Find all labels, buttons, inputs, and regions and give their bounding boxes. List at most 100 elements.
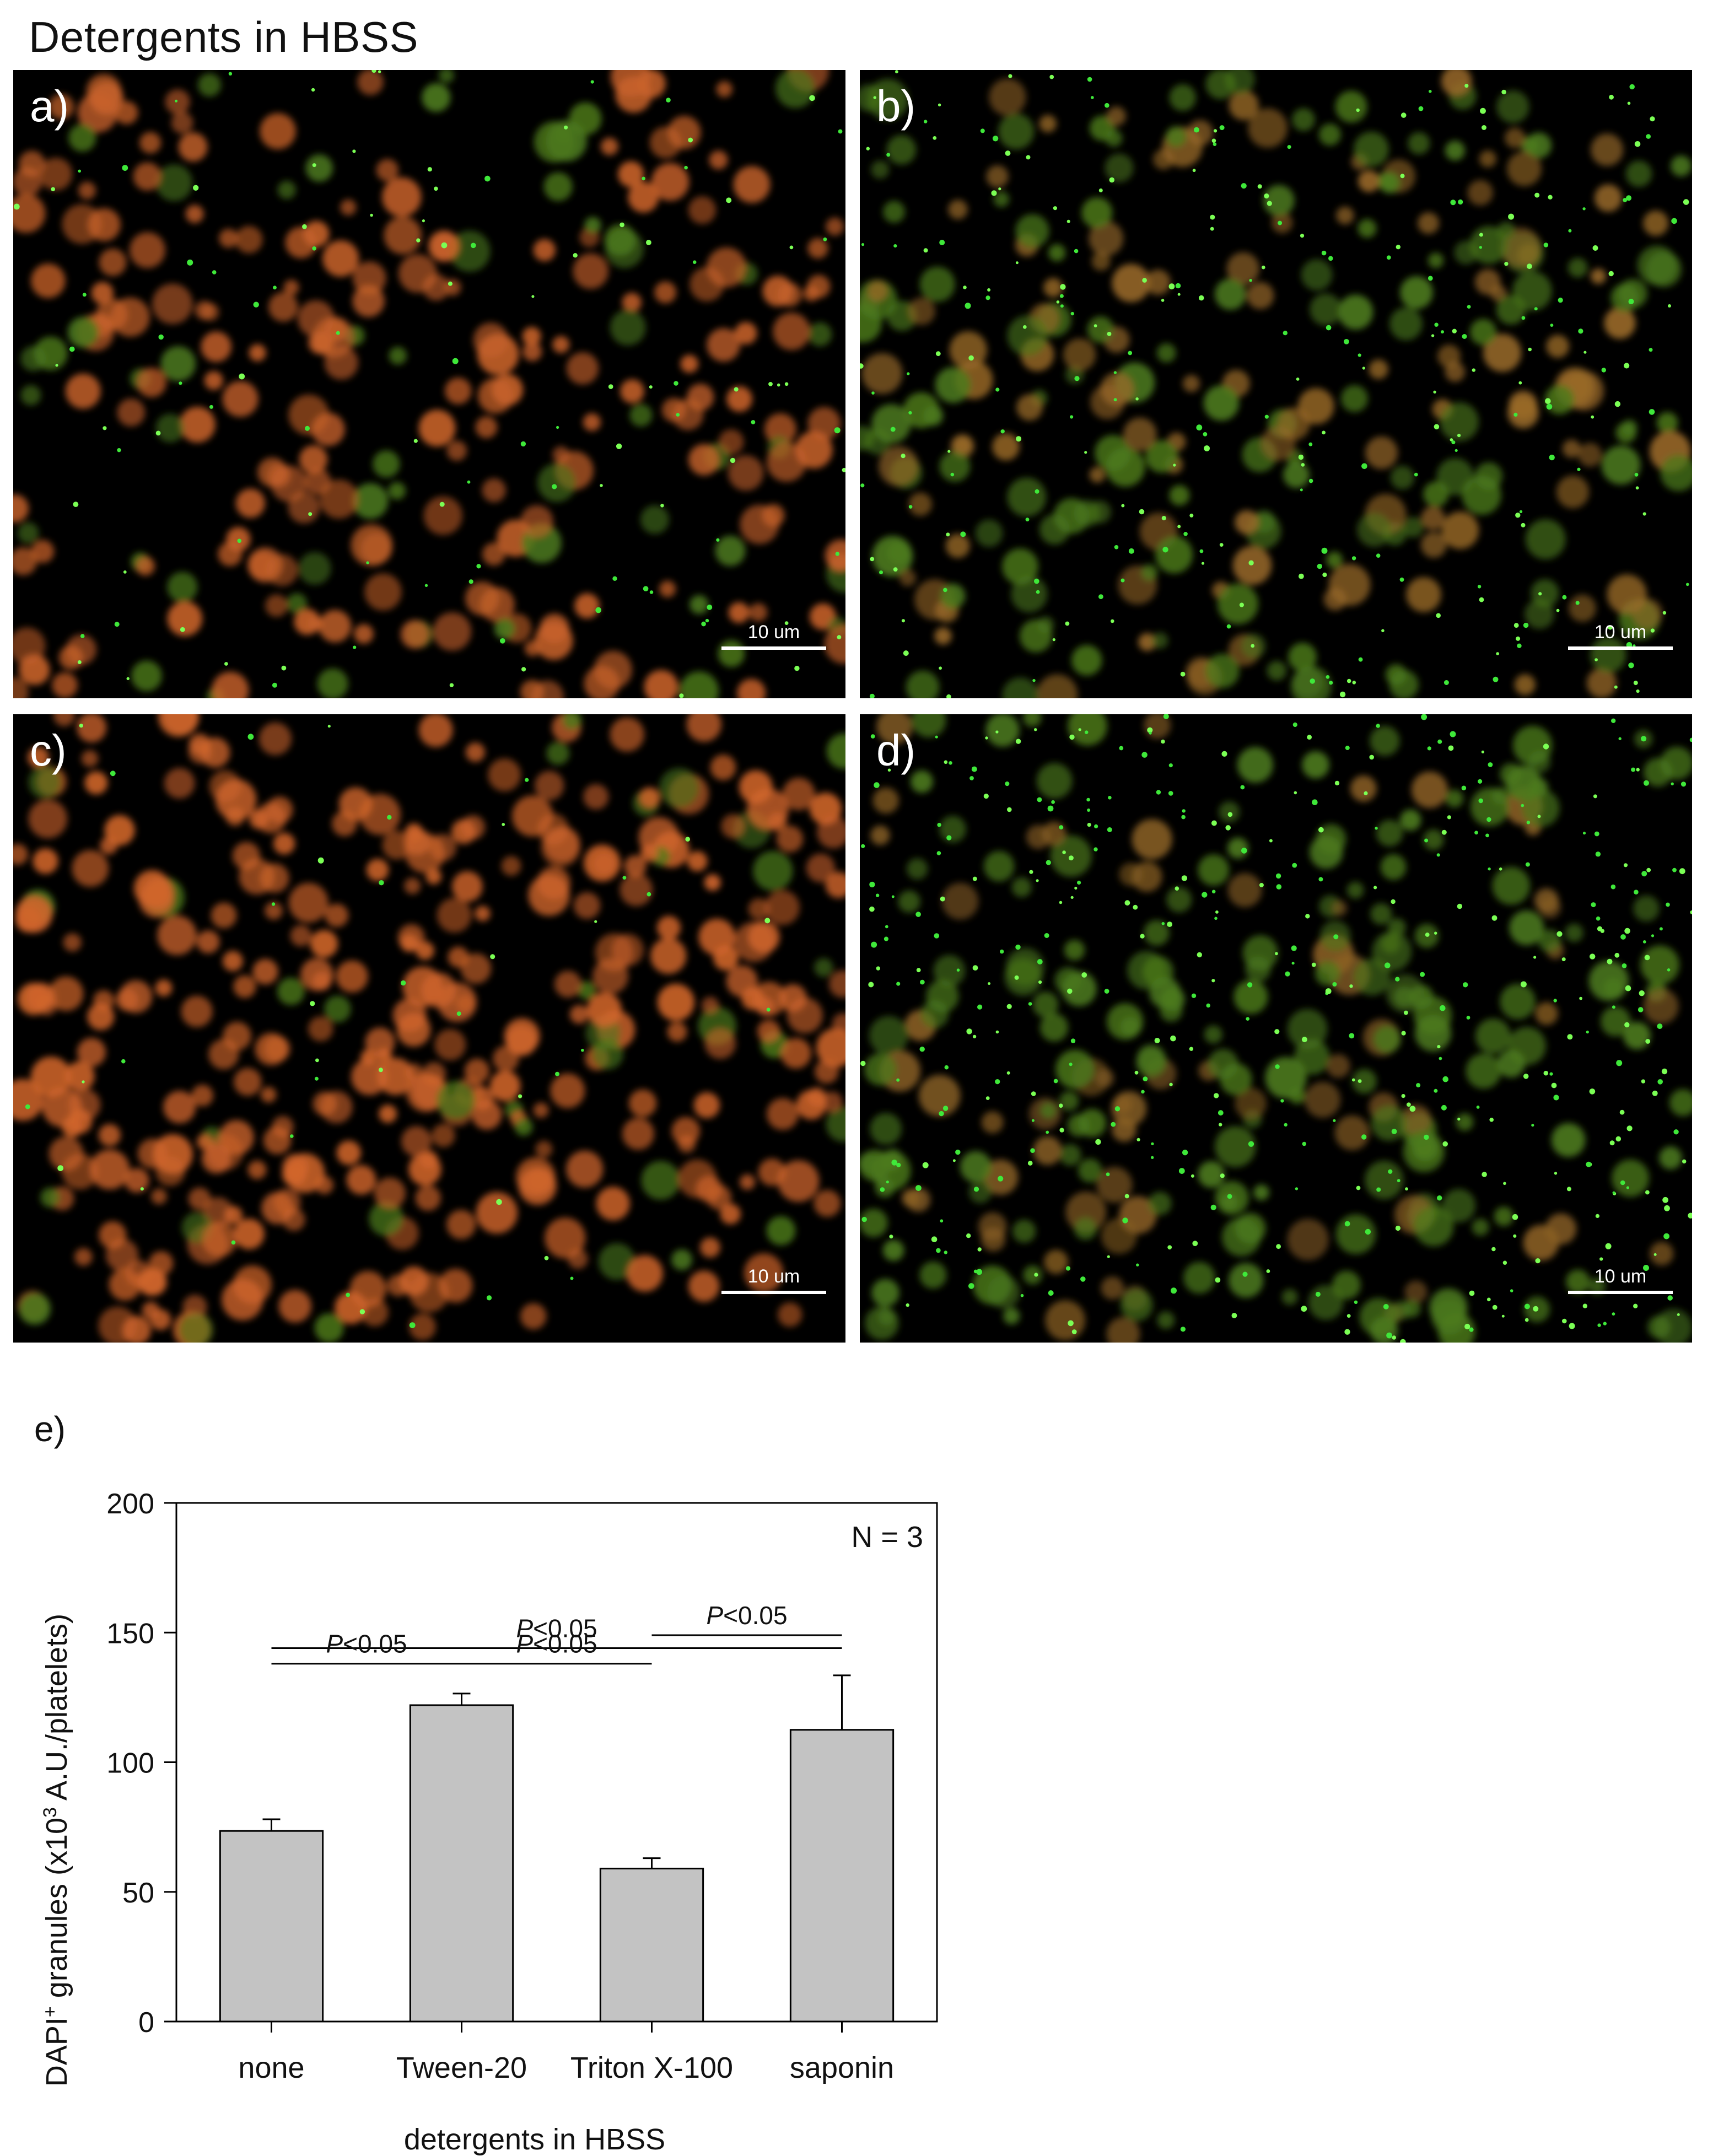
green-granule bbox=[439, 502, 445, 507]
green-granule bbox=[1346, 678, 1351, 683]
cell-blob bbox=[225, 807, 245, 826]
green-granule bbox=[272, 682, 277, 688]
green-granule bbox=[676, 413, 680, 417]
green-granule bbox=[1447, 815, 1451, 820]
green-granule bbox=[1015, 944, 1021, 950]
green-granule bbox=[1078, 728, 1081, 731]
green-granule bbox=[317, 857, 324, 864]
cell-blob bbox=[1235, 510, 1259, 535]
green-granule bbox=[1211, 138, 1216, 143]
cell-blob bbox=[688, 196, 717, 224]
green-granule bbox=[1104, 989, 1109, 994]
green-granule bbox=[922, 1162, 929, 1168]
green-granule bbox=[1690, 910, 1692, 914]
green-granule bbox=[312, 163, 316, 168]
cell-blob bbox=[444, 279, 461, 296]
green-granule bbox=[1030, 1148, 1035, 1153]
green-granule bbox=[336, 331, 340, 335]
x-axis-label: detergents in HBSS bbox=[404, 2123, 665, 2156]
green-granule bbox=[1151, 1156, 1154, 1159]
green-granule bbox=[1219, 543, 1224, 547]
green-granule bbox=[1664, 1205, 1670, 1211]
green-granule bbox=[1543, 242, 1549, 247]
green-granule bbox=[1192, 1241, 1198, 1247]
cell-blob bbox=[1475, 462, 1503, 491]
cell-blob bbox=[1182, 375, 1200, 392]
cell-blob bbox=[1603, 978, 1623, 998]
cell-blob bbox=[67, 316, 99, 348]
cell-blob bbox=[640, 844, 659, 862]
green-granule bbox=[1667, 1295, 1673, 1301]
green-granule bbox=[1642, 512, 1646, 516]
green-granule bbox=[1550, 324, 1554, 327]
cell-blob bbox=[418, 714, 453, 747]
cell-blob bbox=[1160, 987, 1185, 1012]
green-granule bbox=[1326, 325, 1332, 331]
cell-blob bbox=[1610, 283, 1639, 312]
cell-blob bbox=[573, 892, 601, 919]
green-granule bbox=[1395, 1225, 1400, 1231]
green-granule bbox=[1068, 855, 1074, 861]
cell-blob bbox=[404, 877, 421, 894]
green-granule bbox=[158, 334, 164, 340]
green-granule bbox=[1111, 1122, 1116, 1127]
cell-blob bbox=[860, 1209, 888, 1237]
cell-blob bbox=[1248, 108, 1288, 148]
cell-blob bbox=[1242, 935, 1278, 971]
cell-blob bbox=[266, 554, 298, 586]
green-granule bbox=[1376, 1187, 1381, 1192]
green-granule bbox=[1300, 488, 1303, 492]
cell-blob bbox=[1023, 714, 1042, 727]
cell-blob bbox=[787, 998, 823, 1033]
green-granule bbox=[685, 837, 690, 842]
green-granule bbox=[1633, 1303, 1638, 1308]
green-granule bbox=[1107, 1255, 1110, 1258]
cell-blob bbox=[438, 70, 454, 83]
x-tick-label: saponin bbox=[790, 2051, 894, 2084]
cell-blob bbox=[1660, 455, 1692, 492]
cell-blob bbox=[1365, 436, 1398, 470]
green-granule bbox=[734, 387, 739, 392]
green-granule bbox=[1666, 902, 1670, 907]
cell-blob bbox=[1414, 1206, 1454, 1247]
cell-blob bbox=[464, 1058, 489, 1084]
green-granule bbox=[1298, 454, 1304, 460]
cell-blob bbox=[864, 1053, 897, 1086]
cell-blob bbox=[1106, 106, 1126, 126]
green-granule bbox=[140, 1187, 144, 1191]
cell-blob bbox=[671, 1249, 692, 1270]
green-granule bbox=[1537, 815, 1541, 818]
green-granule bbox=[1682, 1159, 1687, 1164]
green-granule bbox=[726, 197, 732, 203]
panel-letter: a) bbox=[30, 82, 69, 131]
cell-blob bbox=[1423, 829, 1444, 850]
green-granule bbox=[1614, 685, 1618, 689]
green-granule bbox=[988, 982, 991, 985]
cell-blob bbox=[998, 113, 1035, 149]
green-granule bbox=[1204, 445, 1210, 451]
green-granule bbox=[1133, 904, 1138, 910]
green-granule bbox=[1000, 429, 1005, 434]
green-granule bbox=[1502, 1260, 1507, 1265]
cell-blob bbox=[305, 154, 333, 182]
green-granule bbox=[1065, 1266, 1071, 1271]
green-granule bbox=[1269, 839, 1273, 843]
cell-blob bbox=[185, 204, 204, 223]
green-granule bbox=[1191, 1174, 1194, 1178]
green-granule bbox=[1037, 797, 1042, 802]
green-granule bbox=[949, 761, 952, 765]
green-granule bbox=[55, 364, 58, 367]
green-granule bbox=[1479, 246, 1482, 249]
cell-blob bbox=[605, 229, 644, 268]
green-granule bbox=[1624, 928, 1630, 934]
green-granule bbox=[1029, 870, 1033, 874]
green-granule bbox=[1189, 513, 1194, 518]
green-granule bbox=[1049, 74, 1054, 79]
green-granule bbox=[861, 243, 865, 246]
green-granule bbox=[1488, 867, 1491, 871]
cell-blob bbox=[926, 979, 959, 1013]
green-granule bbox=[1662, 611, 1667, 615]
cell-blob bbox=[1023, 1265, 1042, 1285]
green-granule bbox=[378, 1068, 383, 1072]
green-granule bbox=[1513, 1234, 1517, 1238]
